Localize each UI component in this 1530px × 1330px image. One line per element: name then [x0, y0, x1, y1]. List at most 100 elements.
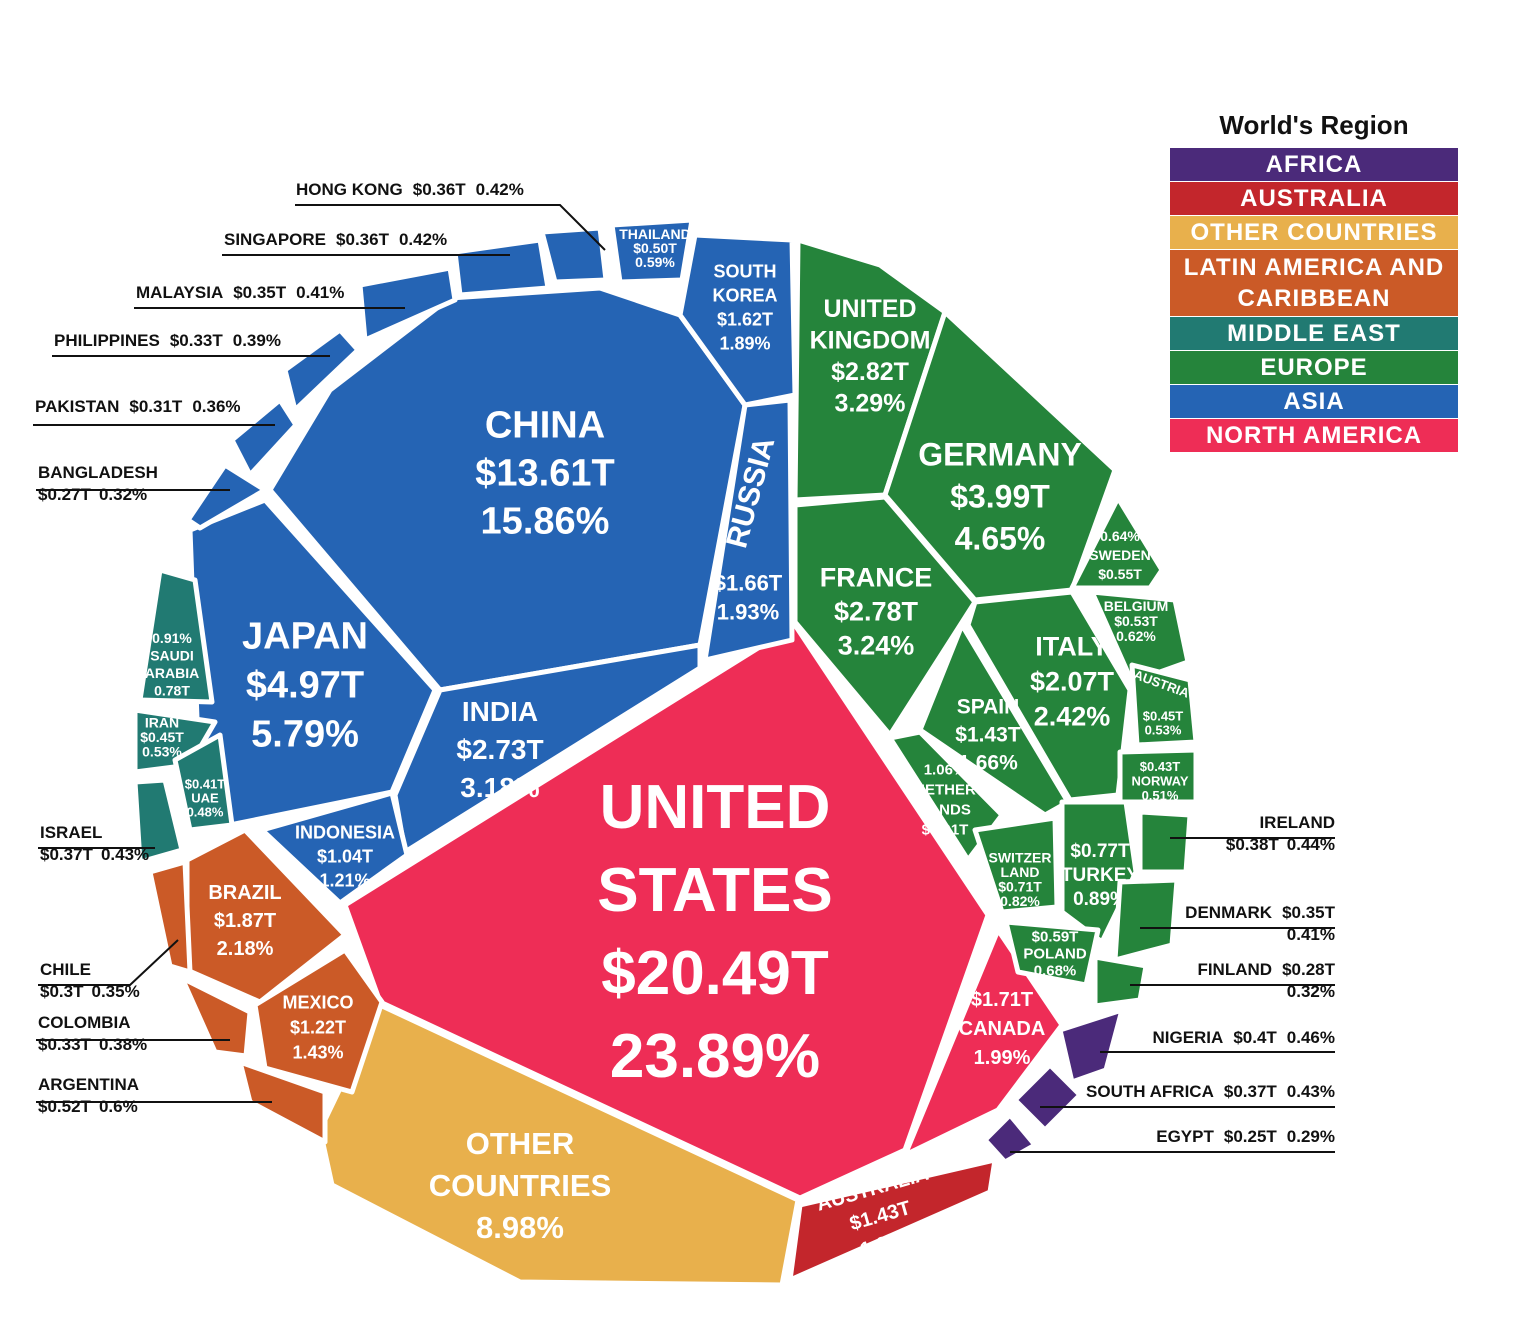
label-south-africa: SOUTH AFRICA $0.37T 0.43% [1086, 1082, 1335, 1101]
cell-malaysia: MALAYSIA $0.35T 0.41% [134, 265, 458, 343]
label-part: BANGLADESH [38, 463, 158, 482]
cell-pakistan: PAKISTAN $0.31T 0.36% [33, 397, 299, 478]
label-part: NIGERIA [1152, 1028, 1223, 1047]
label-value: $0.45T [140, 729, 184, 745]
label-mexico: MEXICO $1.22T 1.43% [282, 992, 353, 1062]
cell-poland: $0.59T POLAND 0.68% [1003, 919, 1101, 988]
label-share: 8.98% [476, 1210, 564, 1245]
label-part: $0.31T [129, 397, 183, 416]
label-switzer-land: SWITZER LAND $0.71T 0.82% [989, 849, 1052, 909]
label-name-lines: UNITED [600, 773, 831, 842]
label-name-lines: SWEDEN [1089, 547, 1150, 563]
label-part: FINLAND [1197, 960, 1272, 979]
cell-shape-austria [1129, 662, 1199, 748]
label-part: PAKISTAN [35, 397, 119, 416]
label-name-lines: NETHER [914, 781, 976, 798]
label-part: $0.37T [1224, 1082, 1278, 1101]
label-part: SOUTH AFRICA [1086, 1082, 1214, 1101]
label-name-lines: JAPAN [242, 616, 368, 658]
label-value: $2.82T [831, 358, 909, 386]
cell-russia: RUSSIA$1.66T 1.93% [702, 397, 795, 663]
cell-shape-chile [147, 859, 193, 975]
label-part: 0.43% [101, 845, 149, 864]
cell-switzer-land: SWITZER LAND $0.71T 0.82% [972, 815, 1060, 915]
label-share: 0.53% [1145, 723, 1182, 738]
legend-item-middle-east: MIDDLE EAST [1170, 317, 1458, 351]
leader-line-chile [38, 939, 179, 986]
label-value: $0.91T [922, 821, 969, 838]
cell-france: FRANCE $2.78T 3.24% [792, 494, 978, 738]
label-value: $4.97T [246, 665, 364, 707]
label-part: PHILIPPINES [54, 331, 160, 350]
label-value: $20.49T [601, 939, 829, 1008]
cell-iran: IRAN $0.45T 0.53% [132, 707, 218, 775]
label-part: MALAYSIA [136, 283, 223, 302]
label-part: 0.32% [99, 485, 147, 504]
label-uae: $0.41T UAE 0.48% [185, 777, 226, 820]
label-italy: ITALY $2.07T 2.42% [1030, 632, 1115, 732]
cell-israel: ISRAEL $0.37T 0.43% [38, 777, 185, 865]
cell-shape-argentina [237, 1059, 328, 1145]
cell-thailand: THAILAND $0.50T 0.59% [609, 217, 695, 285]
label-share: 0.64% [1100, 528, 1140, 544]
label-share: 1.06% [924, 761, 967, 778]
label-part: 0.6% [99, 1097, 138, 1116]
label-share: 4.65% [955, 521, 1046, 557]
label-value: $0.45T [1143, 709, 1184, 724]
label-name-lines: SPAIN [957, 696, 1020, 719]
cell-denmark: DENMARK $0.35T 0.41% [1112, 877, 1336, 963]
legend-item-europe: EUROPE [1170, 351, 1458, 385]
label-part: EGYPT [1156, 1127, 1214, 1146]
cell-shape-denmark [1112, 877, 1180, 963]
cell-canada: $1.71T CANADA 1.99% [902, 927, 1065, 1158]
label-denmark: DENMARK $0.35T 0.41% [1185, 903, 1335, 944]
label-share: 1.21% [319, 870, 370, 890]
label-austria: $0.45T 0.53% [1143, 709, 1184, 738]
cell-germany: GERMANY $3.99T 4.65% [882, 309, 1118, 603]
label-share: 2.18% [217, 938, 274, 960]
label-united-states: UNITED STATES $20.49T 23.89% [597, 773, 832, 1091]
label-south-korea: SOUTH KOREA $1.62T 1.89% [712, 261, 777, 353]
cell-shape-sweden [1069, 495, 1165, 591]
label-china: CHINA $13.61T 15.86% [475, 405, 614, 543]
label-share: 1.66% [958, 752, 1018, 775]
cell-ireland: IRELAND $0.38T 0.44% [1137, 809, 1335, 875]
label-value: 0.78T [154, 682, 190, 698]
label-share: 1.99% [974, 1047, 1031, 1069]
cell-shape-south-korea [677, 232, 798, 408]
label-share: 23.89% [610, 1022, 820, 1091]
label-part: 0.38% [99, 1035, 147, 1054]
label-value: $13.61T [475, 453, 614, 495]
label-share: 0.62% [1116, 628, 1156, 644]
cell-colombia: COLOMBIA $0.33T 0.38% [36, 975, 253, 1059]
label-name-lines: LAND [1001, 864, 1040, 880]
cell-shape-belgium [1089, 589, 1191, 685]
label-name-lines: POLAND [1023, 945, 1087, 962]
label-value: $0.71T [998, 878, 1042, 894]
cell-shape-bangladesh [185, 462, 268, 531]
cell-shape-switzer-land [972, 815, 1060, 915]
cell-bangladesh: BANGLADESH $0.27T 0.32% [36, 462, 268, 531]
label-part: 0.41% [296, 283, 344, 302]
cell-norway: $0.43T NORWAY 0.51% [1117, 747, 1199, 805]
label-value: $1.04T [317, 846, 373, 866]
cell-shape-thailand [609, 217, 695, 285]
legend-item-australia: AUSTRALIA [1170, 182, 1458, 216]
label-thailand: THAILAND $0.50T 0.59% [619, 226, 691, 270]
label-united-kingdom: UNITED KINGDOM $2.82T 3.29% [810, 295, 931, 418]
label-share: 0.91% [152, 630, 192, 646]
cell-shape-nigeria [1057, 1007, 1125, 1085]
label-colombia: COLOMBIA $0.33T 0.38% [38, 1013, 147, 1054]
label-france: FRANCE $2.78T 3.24% [820, 563, 933, 661]
label-part: 0.46% [1287, 1028, 1335, 1047]
label-iran: IRAN $0.45T 0.53% [140, 715, 184, 760]
label-name-lines: MEXICO [282, 992, 353, 1012]
label-part: 0.43% [1287, 1082, 1335, 1101]
cell-argentina: ARGENTINA $0.52T 0.6% [36, 1059, 328, 1145]
label-part: 0.42% [476, 180, 524, 199]
label-name-lines: CHINA [485, 405, 605, 447]
leader-line-hong-kong [295, 204, 606, 251]
label-other-countries: OTHER COUNTRIES 8.98% [429, 1126, 612, 1245]
cell-shape-israel [132, 777, 185, 865]
